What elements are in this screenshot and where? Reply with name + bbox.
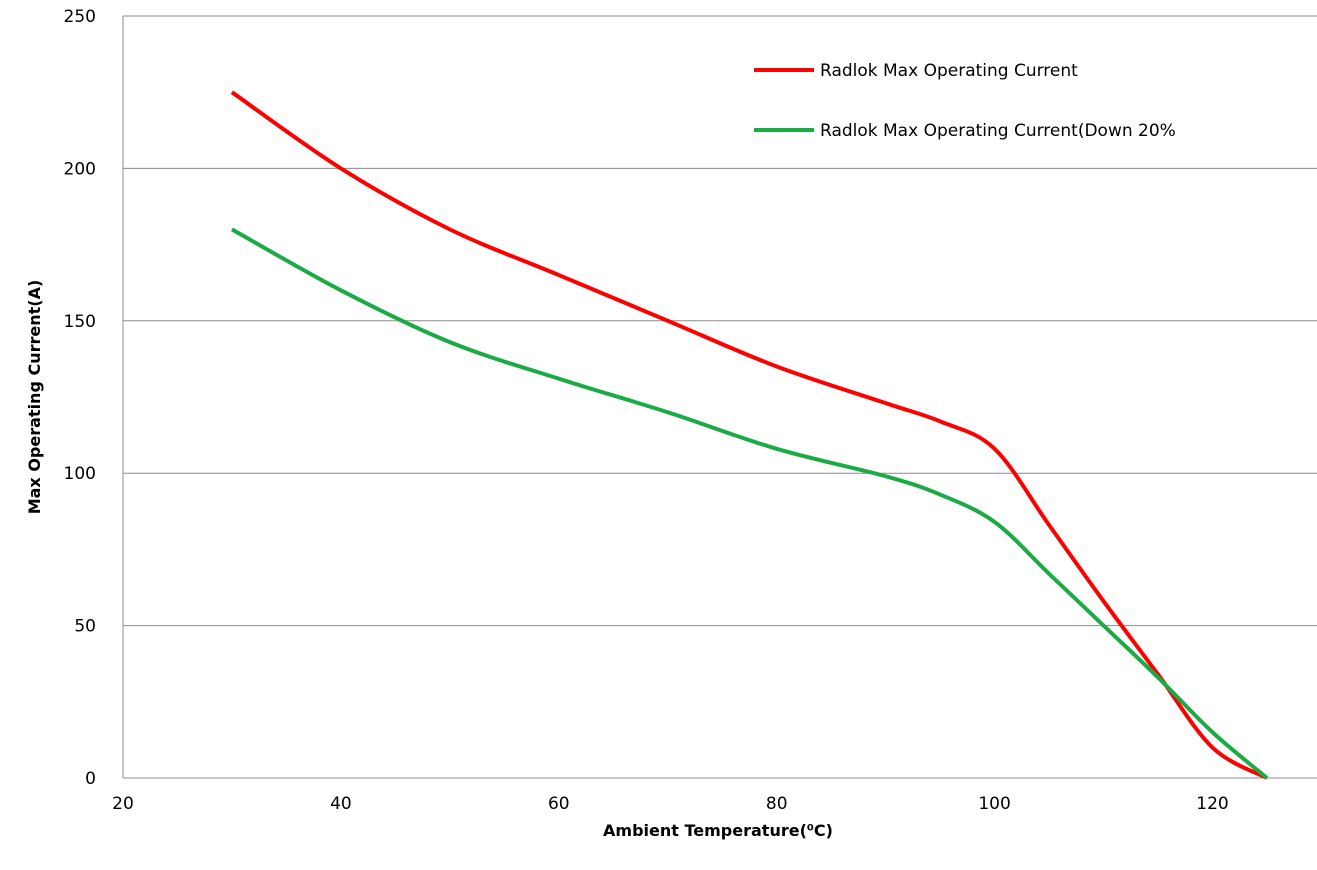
y-tick-label: 150: [64, 312, 96, 332]
y-gridlines: [123, 15, 1317, 627]
series-line-1: [230, 90, 1268, 780]
x-tick-label: 40: [330, 794, 352, 814]
legend-label: Radlok Max Operating Current(Down 20%: [820, 121, 1176, 141]
y-tick-label: 250: [64, 7, 96, 27]
x-tick-label: 100: [978, 794, 1010, 814]
x-tick-label: 60: [548, 794, 570, 814]
y-axis-title: Max Operating Current(A): [25, 280, 44, 515]
y-tick-label: 50: [74, 617, 96, 637]
x-tick-label: 80: [766, 794, 788, 814]
x-tick-labels: 20 40 60 80 100 120: [112, 794, 1229, 814]
y-tick-label: 100: [64, 464, 96, 484]
y-tick-labels: 0 50 100 150 200 250: [64, 7, 96, 789]
y-tick-label: 0: [85, 769, 96, 789]
axes: [122, 16, 1317, 779]
y-tick-label: 200: [64, 159, 96, 179]
series-lines: [230, 90, 1269, 780]
x-tick-label: 120: [1196, 794, 1228, 814]
legend: Radlok Max Operating Current Radlok Max O…: [754, 61, 1176, 141]
x-tick-label: 20: [112, 794, 134, 814]
series-line-2: [230, 227, 1269, 780]
x-axis-title: Ambient Temperature(⁰C): [603, 821, 833, 840]
legend-label: Radlok Max Operating Current: [820, 61, 1078, 81]
